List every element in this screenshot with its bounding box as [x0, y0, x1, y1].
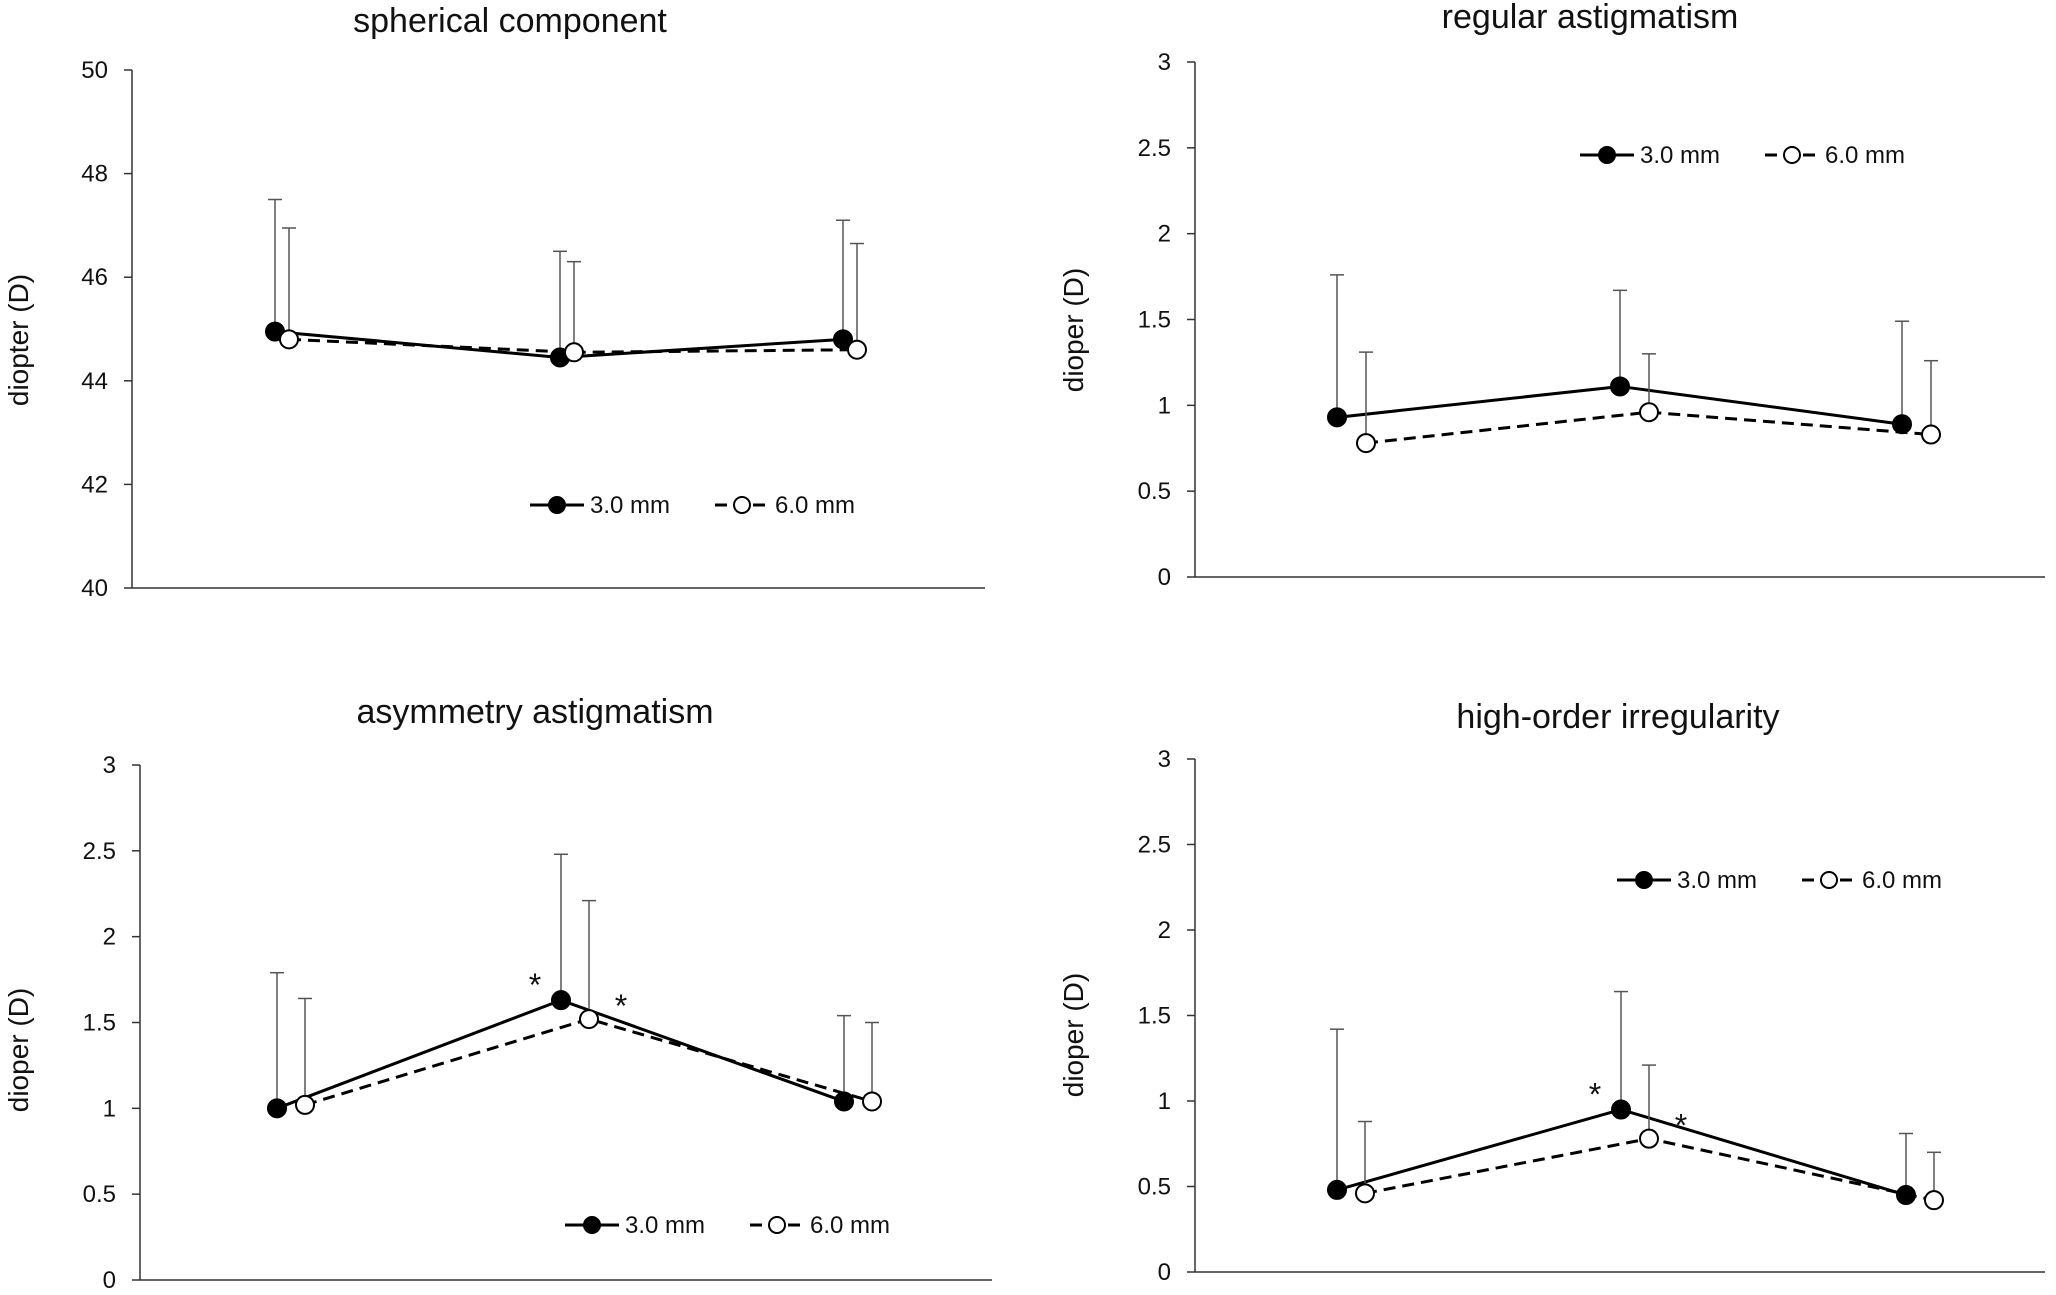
data-point [295, 1094, 315, 1115]
data-point [267, 1098, 287, 1119]
data-point [279, 329, 299, 350]
y-tick-label: 0 [1158, 564, 1171, 591]
legend: 3.0 mm 6.0 mm [1617, 867, 1942, 894]
legend-marker [548, 496, 566, 514]
y-tick-label: 50 [81, 57, 108, 84]
data-point [862, 1091, 882, 1112]
legend-marker [1820, 871, 1838, 889]
y-tick-label: 1 [1158, 1088, 1171, 1115]
y-tick-label: 2 [1158, 917, 1171, 944]
y-tick-label: 3 [103, 752, 116, 779]
legend-label: 6.0 mm [1825, 142, 1905, 169]
chart-panel-2: regular astigmatism dioper (D) 0 0.5 1 1.5 2 2.… [1058, 0, 2045, 591]
significance-star: * [615, 988, 627, 1024]
chart-title: regular astigmatism [1442, 0, 1739, 36]
data-point [1327, 407, 1347, 428]
legend-label: 6.0 mm [1862, 867, 1942, 894]
data-point [1355, 1183, 1375, 1204]
y-tick-label: 2.5 [83, 838, 116, 865]
y-tick-label: 0 [103, 1267, 116, 1294]
data-point [1611, 1099, 1631, 1120]
y-tick-label: 42 [81, 471, 108, 498]
y-axis-label: dioper (D) [1058, 973, 1089, 1097]
chart-title: high-order irregularity [1456, 698, 1779, 736]
y-tick-label: 1.5 [1138, 1003, 1171, 1030]
data-point [1610, 376, 1630, 397]
legend-marker [1635, 871, 1653, 889]
significance-star: * [1589, 1077, 1601, 1113]
series-line-2 [304, 1017, 873, 1107]
y-tick-label: 0.5 [83, 1181, 116, 1208]
y-axis-label: dioper (D) [3, 988, 34, 1112]
data-point [834, 1091, 854, 1112]
legend-label: 6.0 mm [810, 1212, 890, 1239]
legend-label: 3.0 mm [625, 1212, 705, 1239]
y-axis-label: diopter (D) [3, 274, 34, 406]
data-point [1327, 1179, 1347, 1200]
y-tick-label: 1 [103, 1095, 116, 1122]
y-tick-label: 2 [103, 924, 116, 951]
data-point [551, 990, 571, 1011]
data-point [579, 1009, 599, 1030]
data-point [1356, 433, 1376, 454]
y-tick-label: 3 [1158, 49, 1171, 76]
y-tick-label: 2.5 [1138, 832, 1171, 859]
data-point [564, 342, 584, 363]
chart-title: spherical component [353, 2, 667, 40]
data-point [1639, 1128, 1659, 1149]
series-line-1 [276, 998, 845, 1110]
y-tick-label: 44 [81, 368, 108, 395]
legend-label: 3.0 mm [590, 492, 670, 519]
y-tick-label: 40 [81, 575, 108, 602]
y-tick-label: 1 [1158, 392, 1171, 419]
y-tick-label: 0.5 [1138, 1174, 1171, 1201]
y-tick-label: 2.5 [1138, 135, 1171, 162]
y-tick-label: 1.5 [83, 1010, 116, 1037]
legend: 3.0 mm 6.0 mm [565, 1212, 890, 1239]
legend: 3.0 mm 6.0 mm [530, 492, 855, 519]
y-tick-label: 3 [1158, 746, 1171, 773]
legend-marker [768, 1216, 786, 1234]
legend-marker [1598, 146, 1616, 164]
y-tick-label: 48 [81, 161, 108, 188]
y-tick-label: 1.5 [1138, 307, 1171, 334]
significance-star: * [529, 967, 541, 1003]
legend-label: 6.0 mm [775, 492, 855, 519]
chart-panel-4: high-order irregularity dioper (D) 0 0.5 1 1.… [1058, 698, 2045, 1286]
data-point [1924, 1190, 1944, 1211]
chart-panel-3: asymmetry astigmatism dioper (D) 0 0.5 1 1.5 2… [3, 693, 992, 1294]
significance-star: * [1675, 1108, 1687, 1144]
data-point [1921, 424, 1941, 445]
legend-marker [1783, 146, 1801, 164]
y-tick-label: 0 [1158, 1259, 1171, 1286]
legend-marker [583, 1216, 601, 1234]
legend-label: 3.0 mm [1677, 867, 1757, 894]
data-point [1639, 402, 1659, 423]
data-point [847, 339, 867, 360]
y-tick-label: 0.5 [1138, 478, 1171, 505]
chart-panel-1: spherical component diopter (D) 40 42 44 46 48… [3, 2, 985, 602]
legend-label: 3.0 mm [1640, 142, 1720, 169]
legend-marker [733, 496, 751, 514]
y-axis-label: dioper (D) [1058, 268, 1089, 392]
y-tick-label: 46 [81, 264, 108, 291]
chart-title: asymmetry astigmatism [356, 693, 713, 731]
legend: 3.0 mm 6.0 mm [1580, 142, 1905, 169]
y-tick-label: 2 [1158, 221, 1171, 248]
